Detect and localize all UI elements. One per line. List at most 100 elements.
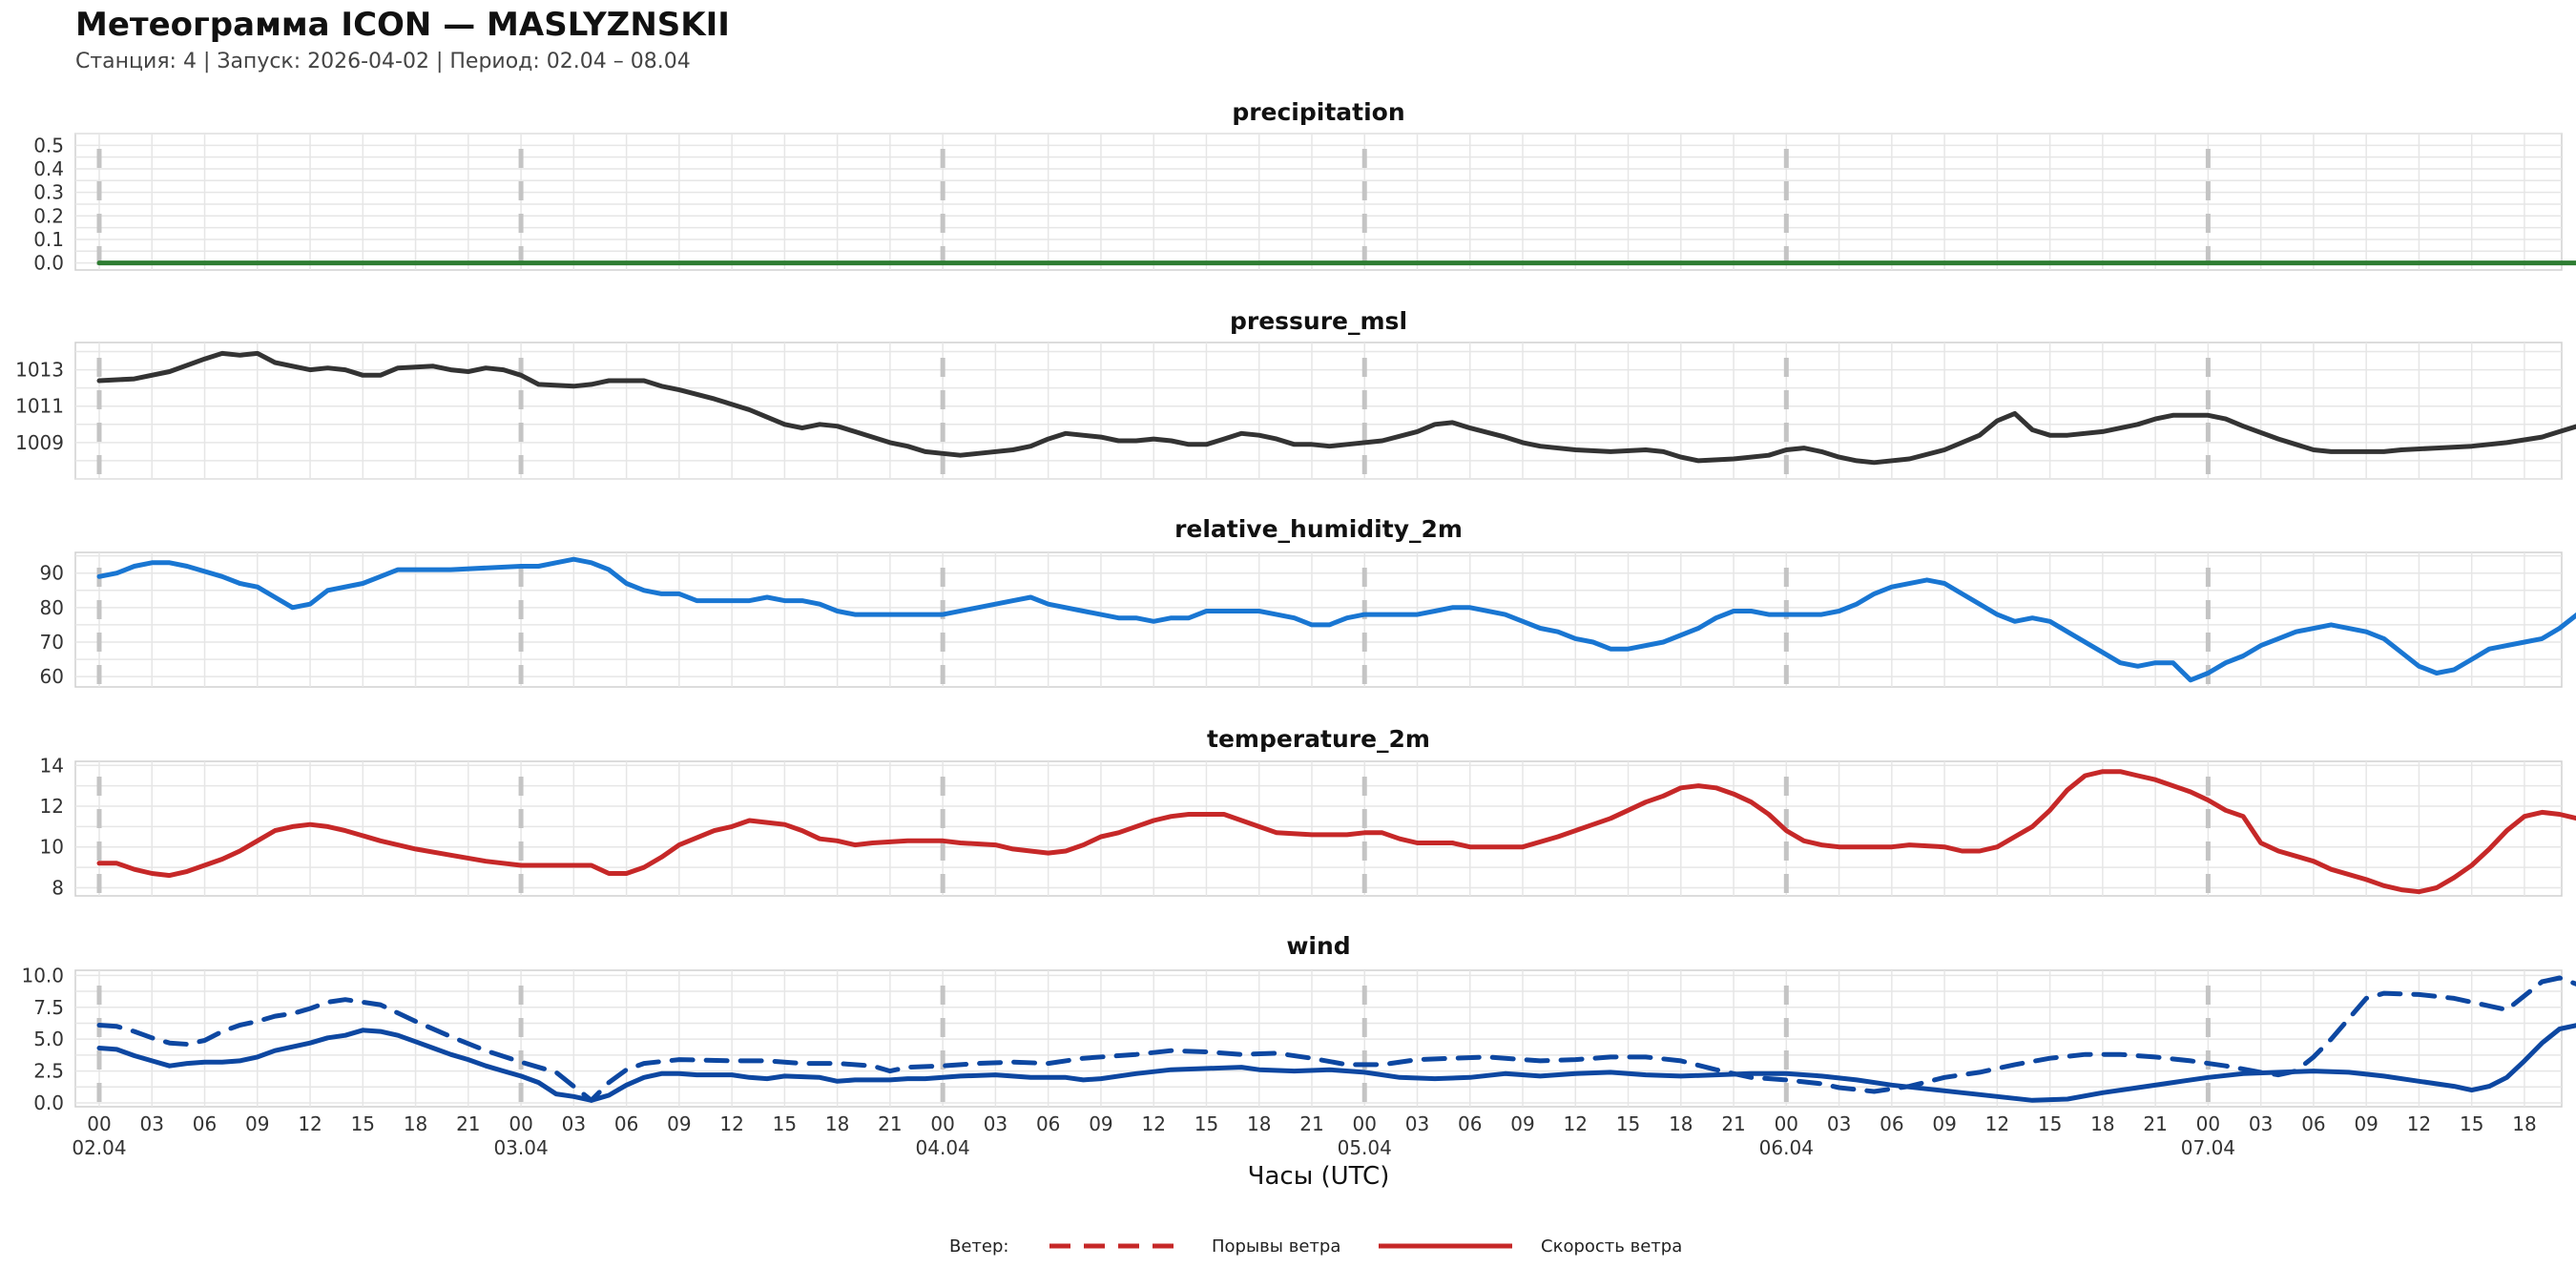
x-tick-label: 06	[1880, 1112, 1903, 1135]
x-tick-label: 21	[1721, 1112, 1745, 1135]
y-tick-label: 2.5	[33, 1060, 64, 1083]
panel-title: relative_humidity_2m	[1174, 515, 1463, 543]
x-axis-title: Часы (UTC)	[1248, 1162, 1390, 1191]
page-title: Метеограмма ICON — MASLYZNSKII	[75, 6, 730, 44]
x-tick-label: 12	[1141, 1112, 1165, 1135]
x-tick-label: 18	[1669, 1112, 1693, 1135]
series-line-main	[96, 1023, 2576, 1103]
y-tick-label: 0.1	[33, 228, 64, 251]
x-tick-label: 03	[562, 1112, 586, 1135]
x-tick-label: 15	[1616, 1112, 1640, 1135]
x-tick-label: 18	[404, 1112, 427, 1135]
y-tick-label: 8	[52, 876, 64, 899]
y-tick-label: 0.5	[33, 134, 64, 156]
x-tick-label: 12	[1564, 1112, 1588, 1135]
panel-relative_humidity_2m: 60 70 80 90 relative_humidity_2m	[40, 515, 2576, 688]
x-tick-label: 21	[878, 1112, 902, 1135]
panel-pressure_msl: 1009 1011 1013 pressure_msl	[15, 307, 2576, 480]
y-tick-label: 12	[40, 795, 64, 818]
y-tick-label: 0.0	[33, 1091, 64, 1114]
panel-wind: 0.0 2.5 5.0 7.5 10.0 wind	[21, 932, 2576, 1114]
x-tick-label: 09	[667, 1112, 691, 1135]
panel-title: temperature_2m	[1207, 725, 1430, 753]
panel-precipitation: 0.00.10.20.30.40.5 precipitation	[33, 98, 2576, 275]
x-tick-label: 15	[2460, 1112, 2483, 1135]
x-tick-label: 15	[351, 1112, 375, 1135]
x-tick-label: 06	[1036, 1112, 1060, 1135]
y-tick-label: 60	[40, 665, 64, 688]
panel-frame	[74, 760, 2563, 897]
legend: Ветер: Порывы ветра Скорость ветра	[949, 1236, 1682, 1257]
legend-prefix: Ветер:	[949, 1236, 1008, 1257]
y-tick-label: 0.2	[33, 204, 64, 227]
x-tick-label: 06	[2301, 1112, 2325, 1135]
series-line-main	[96, 769, 2576, 895]
x-tick-label: 15	[1195, 1112, 1218, 1135]
x-tick-label: 06	[1458, 1112, 1482, 1135]
x-tick-label: 09	[1089, 1112, 1112, 1135]
x-tick-label: 09	[2354, 1112, 2378, 1135]
y-tick-label: 0.0	[33, 252, 64, 275]
x-tick-label: 15	[773, 1112, 797, 1135]
x-tick-label: 03	[140, 1112, 164, 1135]
x-day-label: 04.04	[916, 1136, 970, 1159]
x-tick-label: 03	[1827, 1112, 1851, 1135]
x-day-label: 02.04	[72, 1136, 126, 1159]
x-tick-label: 09	[1510, 1112, 1534, 1135]
x-tick-label: 03	[984, 1112, 1008, 1135]
x-tick-label: 18	[825, 1112, 849, 1135]
y-tick-label: 5.0	[33, 1028, 64, 1050]
x-day-label: 06.04	[1759, 1136, 1814, 1159]
x-tick-label: 18	[2512, 1112, 2536, 1135]
legend-label-gusts: Порывы ветра	[1212, 1236, 1340, 1257]
x-tick-label: 21	[1299, 1112, 1323, 1135]
x-day-label: 05.04	[1338, 1136, 1392, 1159]
x-tick-label: 06	[614, 1112, 638, 1135]
x-tick-label: 00	[930, 1112, 954, 1135]
y-tick-label: 70	[40, 631, 64, 654]
x-day-label: 07.04	[2181, 1136, 2235, 1159]
x-tick-label: 00	[509, 1112, 532, 1135]
x-tick-label: 09	[1932, 1112, 1956, 1135]
series-line-main	[96, 350, 2576, 466]
x-tick-label: 00	[2196, 1112, 2220, 1135]
panel-frame	[74, 342, 2563, 480]
y-tick-label: 0.4	[33, 157, 64, 180]
x-tick-label: 12	[298, 1112, 322, 1135]
x-tick-label: 18	[1247, 1112, 1271, 1135]
x-tick-label: 12	[719, 1112, 743, 1135]
x-tick-label: 00	[87, 1112, 111, 1135]
panel-title: pressure_msl	[1230, 307, 1407, 335]
series-line-main	[96, 556, 2576, 683]
x-day-label: 03.04	[493, 1136, 548, 1159]
panel-frame	[74, 133, 2563, 271]
page-subtitle: Станция: 4 | Запуск: 2026-04-02 | Период…	[75, 50, 691, 73]
legend-label-speed: Скорость ветра	[1541, 1236, 1682, 1257]
x-tick-label: 06	[193, 1112, 217, 1135]
panel-title: precipitation	[1232, 98, 1404, 126]
y-tick-label: 14	[40, 754, 64, 777]
y-tick-label: 10.0	[21, 964, 64, 987]
y-tick-label: 80	[40, 596, 64, 619]
panel-temperature_2m: 8 10 12 14 temperature_2m	[40, 725, 2576, 899]
x-tick-label: 00	[1353, 1112, 1377, 1135]
y-tick-label: 1009	[15, 431, 64, 454]
y-tick-label: 1013	[15, 359, 64, 382]
series-line-gusts	[96, 975, 2576, 1103]
x-tick-label: 21	[456, 1112, 480, 1135]
y-tick-label: 90	[40, 562, 64, 585]
y-tick-label: 0.3	[33, 181, 64, 204]
y-tick-label: 10	[40, 836, 64, 859]
x-tick-label: 12	[1985, 1112, 2009, 1135]
y-tick-label: 1011	[15, 395, 64, 418]
x-tick-label: 21	[2143, 1112, 2167, 1135]
panel-title: wind	[1286, 932, 1350, 960]
x-tick-label: 18	[2090, 1112, 2114, 1135]
x-tick-label: 15	[2038, 1112, 2062, 1135]
y-tick-label: 7.5	[33, 996, 64, 1019]
x-tick-label: 12	[2407, 1112, 2431, 1135]
x-tick-label: 03	[1405, 1112, 1429, 1135]
